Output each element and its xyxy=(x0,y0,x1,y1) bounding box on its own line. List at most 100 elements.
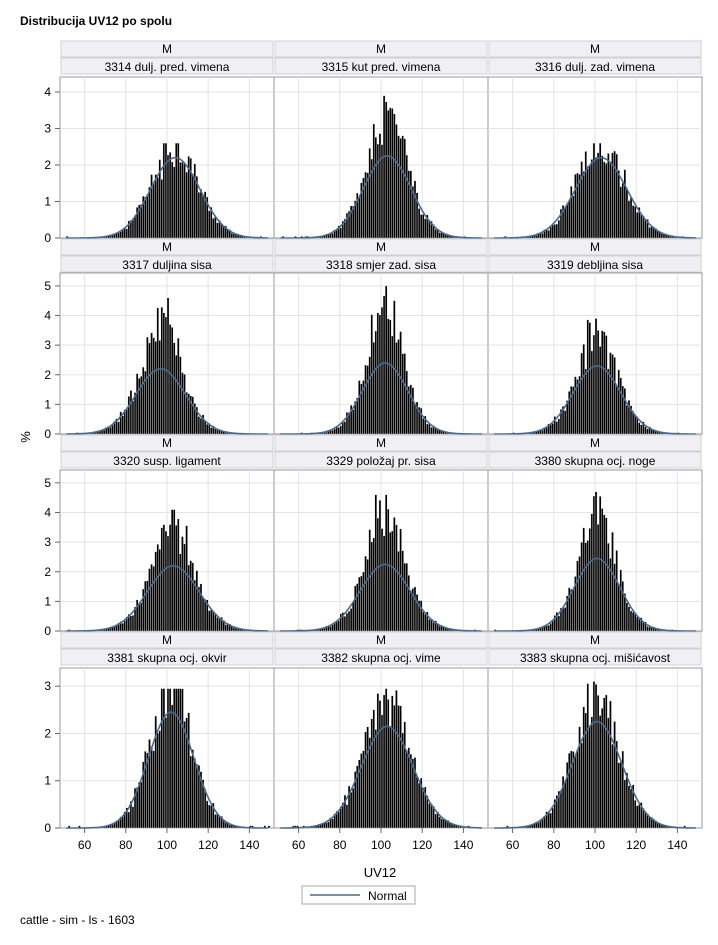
histogram-bar xyxy=(364,364,367,435)
chart-title: Distribucija UV12 po spolu xyxy=(20,14,173,28)
panel-header-trait-cell xyxy=(274,57,488,75)
histogram-bar xyxy=(325,822,328,829)
histogram-bar xyxy=(547,230,550,239)
y-tick-label: 1 xyxy=(44,194,51,208)
histogram-bar xyxy=(391,530,394,632)
panel-sex-label: M xyxy=(376,633,386,647)
histogram-bar xyxy=(399,705,402,829)
histogram-bar xyxy=(413,586,417,632)
histogram-bar xyxy=(232,627,236,632)
histogram-bar xyxy=(609,352,612,435)
histogram-bar xyxy=(409,384,413,435)
histogram-bar xyxy=(582,706,585,829)
panel-trait-label: 3381 skupna ocj. okvir xyxy=(107,651,226,665)
histogram-bar xyxy=(609,161,612,239)
histogram-bar xyxy=(378,133,382,239)
histogram-bar xyxy=(150,332,153,435)
histogram-bar xyxy=(557,418,561,435)
histogram-bar xyxy=(430,803,433,829)
histogram-bar xyxy=(607,153,610,239)
histogram-bar xyxy=(173,166,176,239)
histogram-bar xyxy=(625,404,629,435)
panel-sex-label: M xyxy=(590,436,600,450)
panel-header-trait-cell xyxy=(274,451,488,469)
histogram-bar xyxy=(403,353,406,435)
histogram-bar xyxy=(631,611,635,632)
histogram-bar xyxy=(162,688,166,829)
histogram-bar xyxy=(177,518,180,632)
histogram-bar xyxy=(594,318,598,435)
histogram-bar xyxy=(150,746,153,829)
panel-12: M 3383 skupna ocj. mišićavost 60 80 100 120 14… xyxy=(487,631,703,852)
panel-sex-label: M xyxy=(162,42,172,56)
histogram-bar xyxy=(351,601,355,632)
histogram-bar xyxy=(181,161,184,239)
histogram-bar xyxy=(376,517,380,632)
histogram-bar xyxy=(389,319,392,435)
histogram-bar xyxy=(380,528,384,632)
histogram-bar xyxy=(574,754,577,829)
histogram-bar xyxy=(166,688,170,829)
histogram-bar xyxy=(617,762,620,829)
histogram-bar xyxy=(331,233,334,239)
histogram-bar xyxy=(154,341,157,435)
histogram-bar xyxy=(619,569,622,632)
histogram-bar xyxy=(625,602,629,632)
panel-header-trait-cell xyxy=(274,648,488,666)
histogram-bar xyxy=(111,425,114,435)
histogram-bar xyxy=(212,218,215,239)
histogram-bar xyxy=(351,409,355,435)
normal-curve xyxy=(280,725,482,829)
histogram-bar xyxy=(156,732,159,829)
histogram-bar xyxy=(561,607,565,632)
histogram-bar xyxy=(549,226,552,239)
histogram-bar xyxy=(636,805,639,829)
histogram-bar xyxy=(541,429,544,435)
histogram-bar xyxy=(586,540,589,632)
histogram-bar xyxy=(370,718,373,829)
histogram-bar xyxy=(121,623,124,632)
panel-trait-label: 3319 debljina sisa xyxy=(547,258,643,272)
histogram-bar xyxy=(391,335,394,435)
histogram-bar xyxy=(615,153,618,239)
histogram-bar xyxy=(428,803,431,829)
histogram-bar xyxy=(405,749,408,829)
panel-3: M 3316 dulj. zad. vimena xyxy=(487,40,703,239)
x-tick-label: 80 xyxy=(547,838,561,852)
panel-sex-label: M xyxy=(590,633,600,647)
histogram-bar xyxy=(430,427,433,435)
histogram-bar xyxy=(162,142,166,239)
histogram-bar xyxy=(580,352,583,435)
histogram-bar xyxy=(590,716,594,829)
histogram-bar xyxy=(551,423,554,435)
histogram-bar xyxy=(208,804,211,829)
histogram-bar xyxy=(168,324,172,435)
panel-trait-label: 3316 dulj. zad. vimena xyxy=(535,60,655,74)
y-tick-label: 4 xyxy=(44,506,51,520)
histogram-bar xyxy=(197,192,201,239)
histogram-bar xyxy=(563,781,567,829)
x-tick-label: 80 xyxy=(119,838,133,852)
panel-trait-label: 3380 skupna ocj. noge xyxy=(535,454,656,468)
histogram-bar xyxy=(364,731,367,829)
histogram-bar xyxy=(598,346,602,435)
histogram-bar xyxy=(413,180,417,239)
histogram-bar xyxy=(187,712,190,829)
histogram-bar xyxy=(646,428,649,435)
y-tick-label: 2 xyxy=(44,368,51,382)
histogram-bar xyxy=(148,186,151,239)
histogram-bar xyxy=(175,688,178,829)
histogram-bar xyxy=(179,553,182,632)
histogram-bar xyxy=(557,615,561,632)
footer-label: cattle - sim - ls - 1603 xyxy=(20,913,135,927)
histogram-bar xyxy=(633,613,637,632)
histogram-bar xyxy=(551,620,554,632)
histogram-bar xyxy=(191,749,194,829)
histogram-bar xyxy=(629,197,633,239)
histogram-bar xyxy=(592,681,596,829)
histogram-bar xyxy=(590,513,594,632)
histogram-bar xyxy=(413,403,417,435)
histogram-bar xyxy=(175,355,178,435)
histogram-bar xyxy=(640,424,643,435)
y-tick-label: 2 xyxy=(44,565,51,579)
